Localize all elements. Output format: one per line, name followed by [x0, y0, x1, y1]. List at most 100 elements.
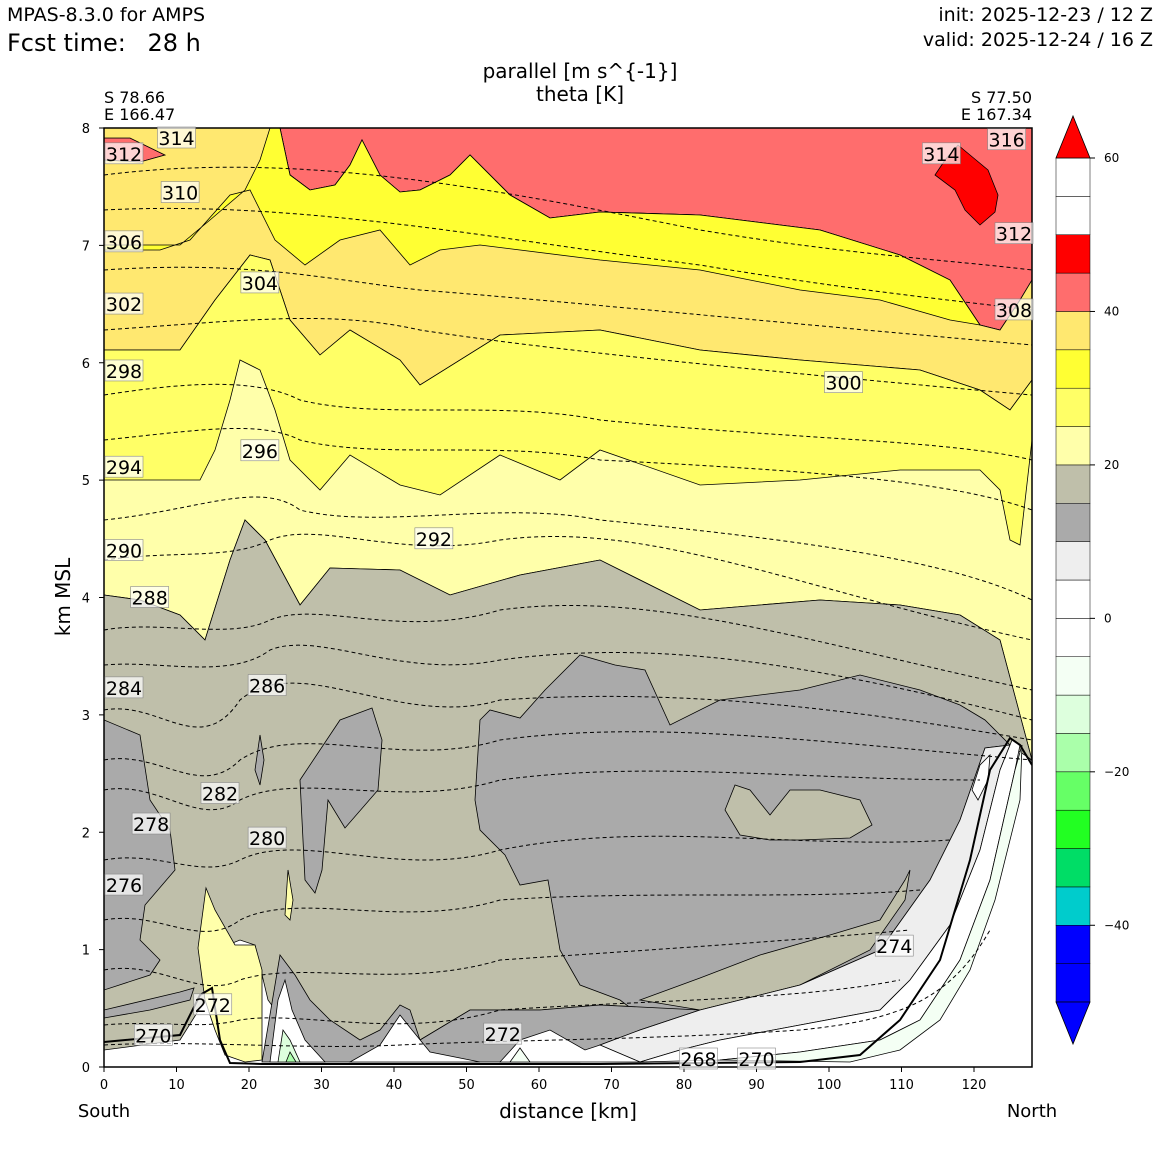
- theta-label-box: [247, 674, 287, 696]
- theta-contour-label: 288: [130, 586, 169, 610]
- colorbar-segment: [1055, 733, 1091, 773]
- theta-label-box: [994, 222, 1034, 244]
- x-tick-label: 40: [386, 1078, 403, 1093]
- y-tick-label: 1: [82, 944, 90, 959]
- theta-label-box: [994, 298, 1034, 321]
- theta-contour-label: 304: [240, 271, 280, 295]
- colorbar-segment: [1055, 272, 1091, 312]
- theta-label-box: [104, 230, 144, 253]
- theta-contour-label: 298: [104, 359, 144, 383]
- theta-label-box: [240, 439, 280, 462]
- theta-contour-label: 270: [134, 1024, 173, 1047]
- theta-label-box: [247, 826, 287, 849]
- light-green-band: [719, 744, 1023, 1063]
- theta-label-text: 280: [249, 828, 285, 850]
- colorbar-min-arrow: [1055, 1001, 1091, 1046]
- gray-left: [104, 719, 176, 991]
- theta-contour-label: 282: [200, 782, 240, 806]
- y-axis: 0 1 2 3 4 5 6 7 8: [82, 122, 104, 1076]
- y-tick-label: 7: [82, 239, 90, 254]
- colorbar-segment: [1055, 809, 1091, 849]
- x-tick-label: 80: [676, 1078, 693, 1093]
- theta-contour-label: 276: [104, 873, 144, 897]
- chart-title: parallel [m s^{-1}]: [483, 59, 678, 83]
- theta-label-text: 304: [242, 273, 278, 295]
- colorbar-tick-label: −20: [1104, 765, 1129, 779]
- theta-label-box: [240, 271, 280, 294]
- colorbar-segment: [1055, 426, 1091, 466]
- theta-label-box: [104, 676, 144, 699]
- y-tick-label: 5: [82, 474, 90, 489]
- y-tick-label: 6: [82, 357, 90, 372]
- x-tick-label: 90: [748, 1078, 765, 1093]
- forecast-time: Fcst time: 28 h: [7, 29, 201, 57]
- colorbar-segment: [1055, 963, 1091, 1003]
- light-yellow-band: [104, 254, 1032, 546]
- colorbar-segment: [1055, 464, 1091, 504]
- forecast-time-label: Fcst time:: [7, 29, 126, 57]
- theta-contour-label: 312: [994, 222, 1034, 246]
- forecast-time-value: 28 h: [147, 29, 201, 57]
- y-axis-label: km MSL: [51, 557, 75, 636]
- theta-contour-label: 316: [987, 128, 1026, 152]
- theta-label-box: [737, 1047, 776, 1070]
- gray-left-inner: [104, 987, 195, 1019]
- theta-contour-label: 294: [104, 455, 144, 479]
- left-end-side: South: [78, 1101, 130, 1122]
- theta-label-text: 316: [988, 130, 1024, 152]
- theta-label-text: 294: [106, 457, 142, 479]
- green-valley: [285, 1051, 297, 1063]
- theta-label-box: [193, 993, 233, 1016]
- colorbar-segment: [1055, 656, 1091, 696]
- chart-subtitle: theta [K]: [536, 82, 624, 106]
- colorbar-segment: [1055, 886, 1091, 926]
- white-valley-2: [348, 1014, 481, 1063]
- x-tick-label: 30: [313, 1078, 330, 1093]
- gray-center-blob: [299, 707, 383, 894]
- colorbar-segment: [1055, 234, 1091, 274]
- theta-label-box: [104, 142, 144, 165]
- colorbar-tick-label: 0: [1104, 611, 1112, 625]
- y-tick-label: 4: [82, 592, 90, 607]
- theta-contour-label: 290: [104, 539, 144, 563]
- theta-label-text: 290: [106, 541, 142, 563]
- theta-label-text: 314: [923, 144, 959, 166]
- y-tick-label: 2: [82, 826, 90, 841]
- theta-label-text: 300: [825, 373, 861, 395]
- right-end-lon: E 167.34: [961, 105, 1032, 124]
- theta-label-text: 312: [996, 224, 1032, 246]
- x-tick-label: 20: [241, 1078, 258, 1093]
- theta-label-box: [157, 126, 196, 149]
- colorbar-segment: [1055, 771, 1091, 811]
- theta-label-text: 284: [106, 678, 142, 700]
- theta-label-text: 292: [416, 529, 452, 551]
- colorbar-segment: [1055, 196, 1091, 235]
- theta-label-text: 312: [106, 144, 142, 166]
- theta-contour-label: 278: [131, 812, 171, 836]
- theta-contour-label: 314: [157, 126, 196, 150]
- colorbar-segment: [1055, 157, 1091, 197]
- theta-label-text: 298: [106, 361, 142, 383]
- theta-contour-label: 306: [104, 230, 144, 254]
- colorbar-segment: [1055, 618, 1091, 657]
- light-green-valley-2: [509, 1047, 531, 1063]
- x-tick-label: 10: [168, 1078, 185, 1093]
- colorbar-tick-label: 20: [1104, 458, 1119, 472]
- theta-label-box: [160, 181, 200, 203]
- theta-label-box: [104, 359, 144, 382]
- theta-label-box: [134, 1024, 173, 1046]
- theta-label-box: [104, 292, 144, 315]
- y-tick-label: 0: [82, 1061, 90, 1076]
- x-tick-label: 50: [458, 1078, 475, 1093]
- theta-contour-label: 268: [679, 1047, 718, 1071]
- theta-label-box: [679, 1047, 718, 1070]
- theta-label-text: 314: [158, 128, 194, 150]
- theta-label-text: 308: [996, 300, 1032, 322]
- terrain-line: [104, 736, 1032, 1065]
- left-end-lat: S 78.66: [104, 88, 165, 107]
- theta-contour-label: 292: [414, 527, 454, 551]
- theta-labels: 314 312 310 306 304 302 298 296 294 292 290 288 286 2…: [104, 126, 1034, 1071]
- theta-label-text: 270: [738, 1049, 774, 1071]
- theta-label-text: 282: [202, 784, 238, 806]
